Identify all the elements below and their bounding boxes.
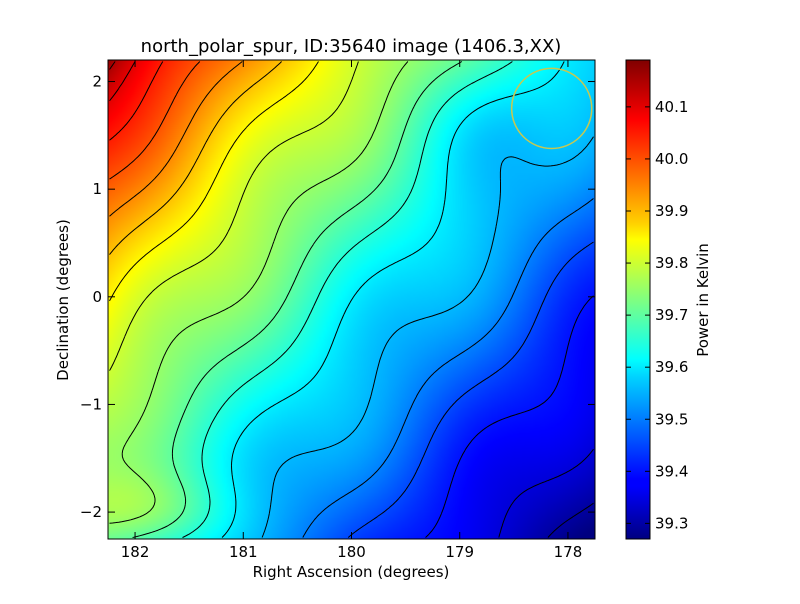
- contour-line: [221, 61, 565, 538]
- x-tick-label: 180: [337, 543, 366, 561]
- colorbar: 40.1 40.0 39.9 39.8 39.7 39.6 39.5 39.4 39.3 Pow…: [625, 59, 712, 540]
- colorbar-gradient: [625, 59, 651, 540]
- colorbar-tick-label: 39.5: [655, 410, 688, 428]
- contour-lines: [109, 61, 594, 538]
- contour-line: [261, 136, 594, 538]
- contour-line: [132, 61, 463, 538]
- colorbar-ticks: 40.1 40.0 39.9 39.8 39.7 39.6 39.5 39.4 39.3: [626, 98, 688, 532]
- colorbar-tick-label: 39.3: [655, 514, 688, 532]
- contour-line: [109, 61, 319, 302]
- x-tick-label: 179: [445, 543, 474, 561]
- colorbar-tick-label: 39.9: [655, 202, 688, 220]
- contour-line: [498, 448, 594, 538]
- colorbar-tick-label: 40.0: [655, 150, 688, 168]
- plot-area: 182 181 180 179 178 2 1 0 −1 −2: [80, 59, 596, 561]
- contour-line: [109, 61, 359, 371]
- contour-line: [109, 61, 136, 102]
- y-tick-label: −2: [80, 503, 102, 521]
- y-tick-label: 2: [92, 73, 102, 91]
- colorbar-tick-label: 39.6: [655, 358, 688, 376]
- contour-line: [302, 198, 594, 538]
- beam-circle-marker: [510, 67, 593, 150]
- y-tick-label: 1: [92, 180, 102, 198]
- x-axis-label: Right Ascension (degrees): [253, 563, 450, 581]
- contour-line: [182, 61, 513, 538]
- contour-line: [109, 61, 243, 217]
- x-tick-label: 182: [121, 543, 150, 561]
- colorbar-tick-label: 39.4: [655, 462, 688, 480]
- contour-line: [109, 61, 409, 524]
- chart-title: north_polar_spur, ID:35640 image (1406.3…: [141, 36, 562, 57]
- contour-line: [109, 61, 201, 180]
- colorbar-tick-label: 39.7: [655, 306, 688, 324]
- colorbar-tick-label: 40.1: [655, 98, 688, 116]
- x-tick-label: 178: [554, 543, 583, 561]
- colorbar-tick-label: 39.8: [655, 254, 688, 272]
- colorbar-label: Power in Kelvin: [694, 243, 712, 357]
- y-tick-label: 0: [92, 288, 102, 306]
- contour-line: [109, 61, 282, 255]
- y-axis-ticks: 2 1 0 −1 −2: [80, 73, 595, 521]
- contour-line: [547, 502, 594, 538]
- x-axis-ticks: 182 181 180 179 178: [121, 60, 583, 561]
- x-tick-label: 181: [229, 543, 258, 561]
- contour-line: [109, 61, 164, 141]
- contour-line: [109, 61, 116, 70]
- y-axis-label: Declination (degrees): [54, 219, 72, 381]
- y-tick-label: −1: [80, 395, 102, 413]
- contour-line: [347, 241, 594, 538]
